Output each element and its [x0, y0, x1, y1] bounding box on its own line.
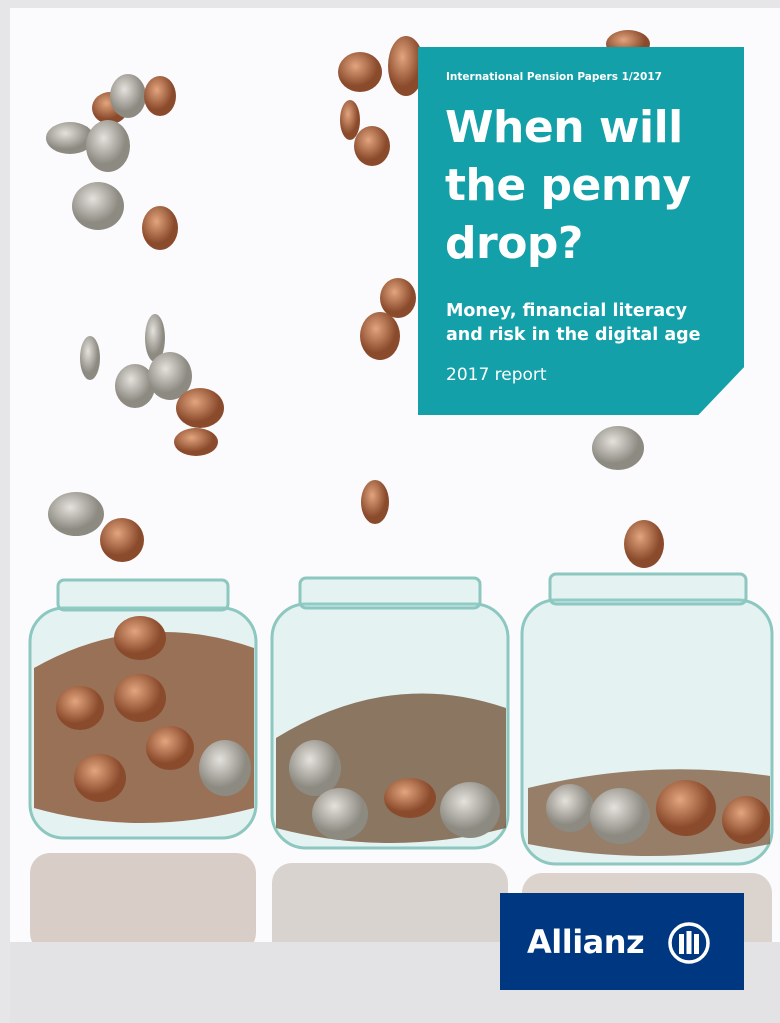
subtitle-line: and risk in the digital age: [446, 323, 701, 347]
title-line: the penny: [445, 157, 691, 215]
page: International Pension Papers 1/2017 When…: [0, 0, 780, 1023]
subtitle: Money, financial literacy and risk in th…: [446, 299, 701, 347]
subtitle-line: Money, financial literacy: [446, 299, 701, 323]
logo: Allianz: [500, 893, 744, 990]
series-label: International Pension Papers 1/2017: [446, 71, 662, 83]
logo-text: Allianz: [527, 923, 644, 961]
title-line: When will: [445, 99, 691, 157]
logo-icon: [667, 921, 711, 965]
title-line: drop?: [445, 215, 691, 273]
title-box: International Pension Papers 1/2017 When…: [418, 47, 744, 415]
title: When will the penny drop?: [445, 99, 691, 273]
edition: 2017 report: [446, 365, 547, 385]
